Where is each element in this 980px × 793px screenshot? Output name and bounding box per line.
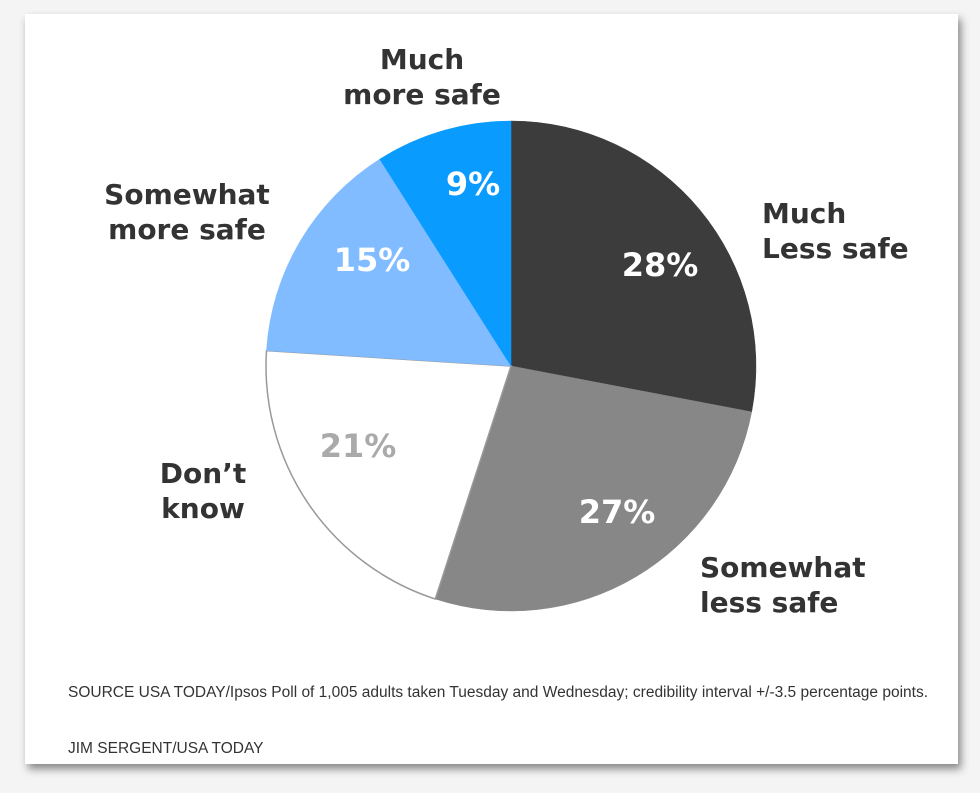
value-label-somewhat-more-safe: 15% (333, 241, 411, 279)
category-label-much-less-safe: Much Less safe (762, 197, 909, 265)
pie-slice-somewhat-less-safe (434, 365, 752, 612)
pie-slice-somewhat-more-safe (266, 158, 512, 367)
value-label-much-less-safe: 28% (621, 246, 699, 284)
pie-slice-don-t-know (265, 349, 513, 600)
pie-slice-much-less-safe (510, 120, 757, 413)
credit-line: JIM SERGENT/USA TODAY (68, 740, 264, 757)
category-label-dont-know: Don’t know (159, 457, 247, 525)
value-label-dont-know: 21% (319, 427, 397, 465)
value-label-much-more-safe: 9% (445, 165, 501, 203)
source-note: SOURCE USA TODAY/Ipsos Poll of 1,005 adu… (68, 684, 929, 701)
category-label-much-more-safe: Much more safe (343, 43, 501, 111)
category-label-somewhat-less-safe: Somewhat less safe (700, 551, 866, 619)
value-label-somewhat-less-safe: 27% (578, 493, 656, 531)
pie-slice-much-more-safe (379, 120, 512, 367)
category-label-somewhat-more-safe: Somewhat more safe (104, 178, 270, 246)
